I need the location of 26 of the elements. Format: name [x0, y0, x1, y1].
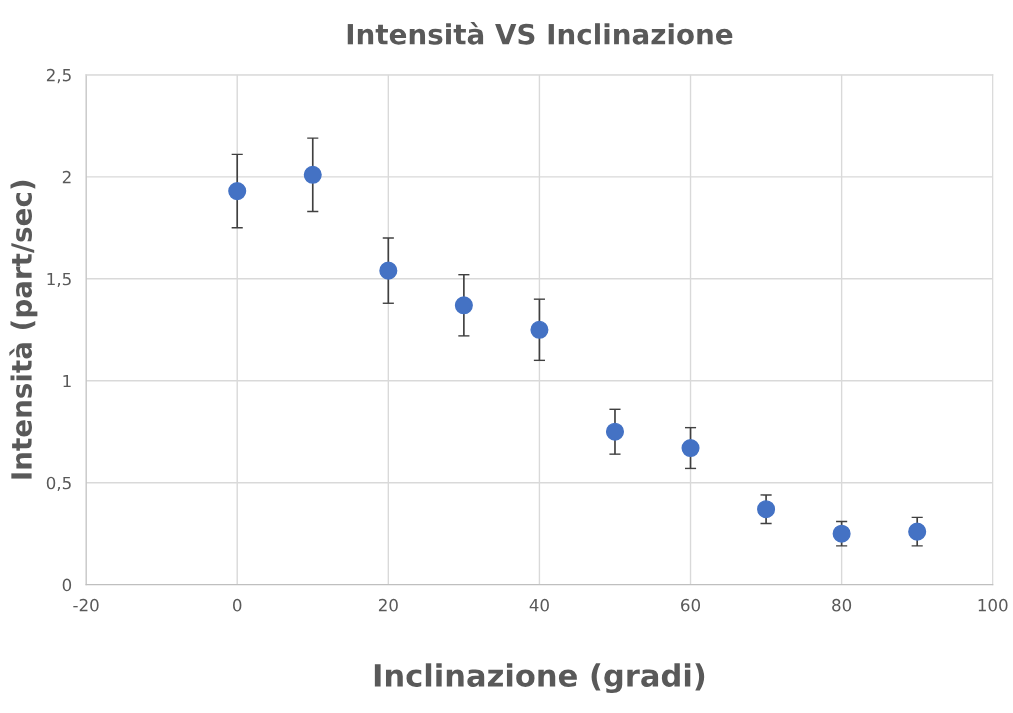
x-tick-label: 20	[378, 598, 398, 612]
y-tick-label: 1,5	[47, 272, 71, 288]
x-axis-title: Inclinazione (gradi)	[374, 663, 705, 694]
point	[605, 422, 625, 441]
point	[454, 296, 473, 315]
x-tick-label: 60	[681, 598, 701, 612]
x-tick-label: 40	[529, 598, 549, 612]
point	[303, 165, 322, 184]
point	[681, 439, 700, 458]
x-tick-label: 80	[832, 598, 852, 612]
point	[908, 522, 927, 541]
point	[757, 500, 776, 519]
y-tick-label: 1	[63, 374, 71, 388]
y-tick-label: 0,5	[46, 476, 71, 491]
y-axis-title: Intensità (part/sec)	[9, 180, 38, 479]
point	[228, 182, 247, 201]
x-tick-label: -20	[73, 598, 99, 612]
y-tick-label: 0	[62, 578, 72, 592]
chart-title: Intensità VS Inclinazione	[347, 22, 733, 45]
point	[379, 261, 398, 280]
point	[832, 524, 851, 543]
y-tick-label: 2,5	[46, 68, 71, 84]
point	[530, 320, 549, 339]
x-tick-label: 100	[978, 598, 1008, 612]
y-tick-label: 2	[62, 170, 71, 184]
x-tick-label: 0	[233, 598, 242, 612]
